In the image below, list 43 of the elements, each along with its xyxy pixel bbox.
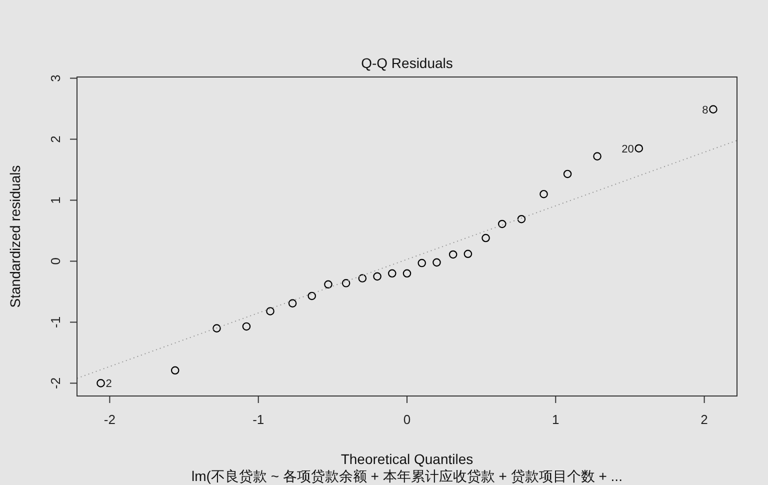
point	[448, 250, 458, 259]
point	[418, 258, 426, 268]
x-tick-label: 0	[403, 412, 411, 427]
point	[212, 324, 221, 332]
y-tick-label: 3	[48, 74, 63, 82]
point	[96, 379, 105, 388]
y-tick-label: 0	[48, 258, 63, 265]
annotation: 8	[702, 104, 708, 116]
point	[498, 220, 506, 228]
x-tick-label: 1	[552, 412, 560, 427]
text: lm(不良贷款 ~ 各项贷款余额 + 本年累计应收贷款 + 贷款项目个数 + ...	[192, 468, 622, 484]
point	[242, 322, 251, 331]
point	[266, 307, 274, 316]
y-tick-label: -1	[48, 316, 63, 328]
annotation: 2	[106, 378, 112, 390]
point	[517, 214, 526, 224]
y-axis-title: Standardized residuals	[7, 165, 23, 308]
point	[482, 234, 490, 242]
x-tick-label: 2	[700, 412, 708, 427]
annotation: 20	[622, 143, 634, 156]
y-tick-label: 2	[48, 136, 63, 143]
point	[634, 144, 644, 153]
point	[432, 258, 441, 267]
point	[388, 269, 396, 278]
point	[540, 190, 548, 198]
x-axis-title: Theoretical Quantiles	[340, 451, 474, 467]
point	[324, 280, 332, 289]
point	[373, 272, 382, 281]
point	[308, 292, 316, 300]
point	[288, 299, 297, 308]
y-tick-label: -2	[48, 377, 63, 389]
x-tick-label: -2	[104, 412, 116, 427]
point	[593, 152, 602, 160]
point	[358, 274, 367, 282]
point	[402, 269, 412, 278]
point	[563, 170, 572, 178]
x-tick-label: -1	[252, 412, 264, 427]
point	[170, 366, 180, 375]
point	[342, 279, 350, 288]
point	[709, 105, 718, 114]
point	[464, 250, 472, 258]
chart-title: Q-Q Residuals	[361, 55, 453, 71]
y-tick-label: 1	[48, 196, 63, 204]
